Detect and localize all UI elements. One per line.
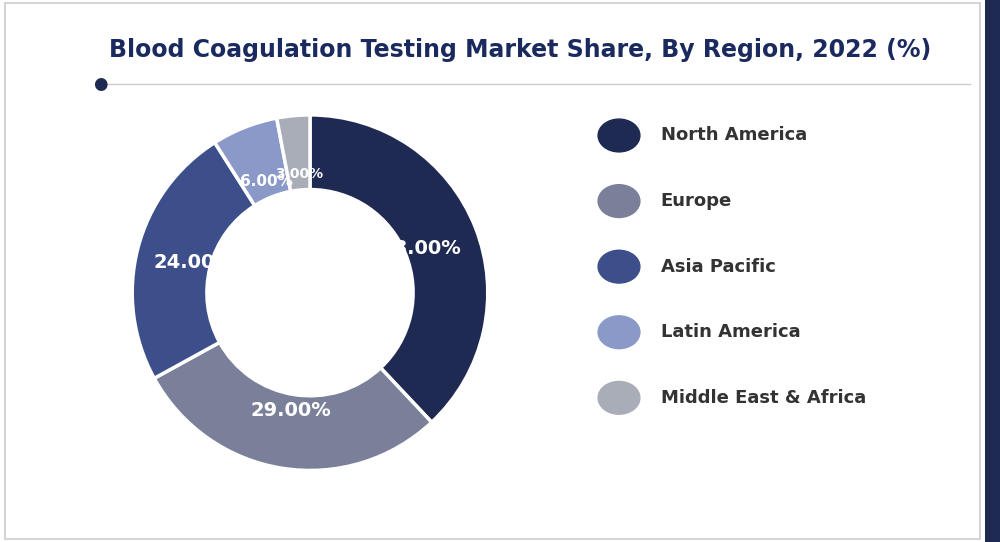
Text: Blood Coagulation Testing Market Share, By Region, 2022 (%): Blood Coagulation Testing Market Share, … [109,38,931,62]
Circle shape [598,119,640,152]
Wedge shape [277,115,310,191]
Text: RESEARCH: RESEARCH [40,73,91,82]
Circle shape [598,250,640,283]
Text: Asia Pacific: Asia Pacific [661,257,776,276]
Text: PRECEDENCE: PRECEDENCE [34,43,97,52]
Text: ●: ● [93,75,107,93]
Text: 3.00%: 3.00% [275,167,323,181]
Circle shape [598,185,640,217]
Wedge shape [132,143,255,378]
Text: Europe: Europe [661,192,732,210]
Text: 24.00%: 24.00% [154,254,235,273]
Circle shape [598,382,640,414]
Wedge shape [215,118,291,205]
Text: North America: North America [661,126,807,145]
Circle shape [598,316,640,349]
Text: 38.00%: 38.00% [381,239,461,258]
Wedge shape [154,343,432,470]
Text: Latin America: Latin America [661,323,800,341]
Text: Middle East & Africa: Middle East & Africa [661,389,866,407]
Text: 29.00%: 29.00% [251,401,332,420]
Wedge shape [310,115,488,422]
Text: 6.00%: 6.00% [240,174,292,189]
